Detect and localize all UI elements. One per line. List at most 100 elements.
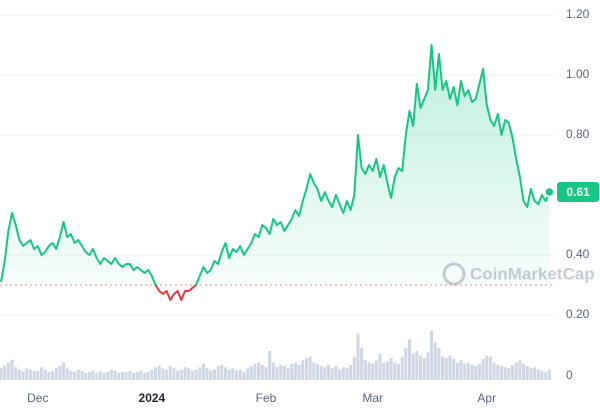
volume-bar bbox=[10, 359, 14, 380]
volume-bar bbox=[433, 342, 437, 380]
volume-bar bbox=[131, 373, 135, 380]
volume-bar bbox=[135, 371, 139, 380]
area-fill bbox=[1, 45, 550, 285]
volume-bar bbox=[246, 368, 250, 380]
volume-bar bbox=[106, 371, 110, 380]
volume-bar bbox=[168, 366, 172, 380]
volume-bar bbox=[220, 364, 224, 380]
y-tick-label: 0.80 bbox=[566, 127, 590, 141]
price-tag-label: 0.61 bbox=[566, 185, 590, 199]
volume-bar bbox=[496, 364, 500, 380]
volume-bar bbox=[404, 348, 408, 380]
volume-bar bbox=[198, 367, 202, 380]
volume-bar bbox=[205, 368, 209, 380]
volume-bar bbox=[257, 362, 261, 380]
volume-bar bbox=[279, 364, 283, 380]
volume-bar bbox=[161, 368, 165, 380]
volume-bar bbox=[400, 356, 404, 380]
volume-bar bbox=[419, 355, 423, 380]
volume-bar bbox=[21, 371, 25, 380]
volume-bar bbox=[47, 371, 51, 380]
volume-bar bbox=[194, 369, 198, 380]
volume-bar bbox=[290, 363, 294, 380]
volume-bar bbox=[547, 369, 551, 380]
volume-bar bbox=[511, 364, 515, 380]
volume-bar bbox=[323, 367, 327, 380]
y2-tick-label: 0 bbox=[566, 368, 573, 382]
volume-bar bbox=[518, 360, 522, 380]
volume-bar bbox=[319, 366, 323, 380]
price-line-up bbox=[0, 44, 551, 285]
volume-bar bbox=[452, 359, 456, 380]
volume-bar bbox=[444, 357, 448, 380]
volume-bar bbox=[544, 371, 548, 380]
x-tick-label: Dec bbox=[27, 391, 48, 405]
volume-bar bbox=[268, 351, 272, 380]
volume-bar bbox=[139, 370, 143, 380]
volume-bar bbox=[84, 373, 88, 380]
volume-bar bbox=[360, 348, 364, 380]
volume-bar bbox=[91, 370, 95, 380]
volume-bar bbox=[54, 368, 58, 380]
volume-bar bbox=[120, 371, 124, 380]
volume-bar bbox=[525, 366, 529, 380]
volume-bar bbox=[0, 368, 3, 380]
volume-bar bbox=[463, 363, 467, 380]
y-tick-label: 1.20 bbox=[566, 7, 590, 21]
volume-bar bbox=[113, 370, 117, 380]
volume-bar bbox=[374, 360, 378, 380]
volume-bar bbox=[146, 371, 150, 380]
volume-bar bbox=[58, 366, 62, 380]
volume-bar bbox=[187, 368, 191, 380]
volume-bar bbox=[352, 356, 356, 380]
volume-bar bbox=[109, 369, 113, 380]
volume-bar bbox=[522, 363, 526, 380]
volume-bar bbox=[301, 360, 305, 380]
volume-bar bbox=[271, 362, 275, 380]
volume-bar bbox=[260, 364, 264, 380]
volume-bar bbox=[499, 366, 503, 380]
volume-bar bbox=[98, 371, 102, 380]
volume-bar bbox=[286, 368, 290, 380]
volume-bar bbox=[17, 369, 21, 380]
volume-bar bbox=[492, 362, 496, 380]
volume-bar bbox=[6, 362, 10, 380]
volume-bar bbox=[264, 367, 268, 380]
volume-bar bbox=[201, 363, 205, 380]
volume-bar bbox=[334, 366, 338, 380]
volume-bar bbox=[190, 370, 194, 380]
volume-bar bbox=[315, 363, 319, 380]
volume-bar bbox=[441, 356, 445, 380]
x-tick-label: Mar bbox=[362, 391, 383, 405]
volume-bar bbox=[73, 371, 77, 380]
volume-bar bbox=[157, 365, 161, 380]
volume-bar bbox=[488, 356, 492, 380]
x-tick-label: Feb bbox=[256, 391, 277, 405]
volume-bar bbox=[312, 362, 316, 380]
volume-bar bbox=[87, 371, 91, 380]
volume-bar bbox=[407, 339, 411, 380]
volume-bar bbox=[238, 369, 242, 380]
volume-bar bbox=[426, 352, 430, 380]
x-tick-label: Apr bbox=[477, 391, 496, 405]
volume-bar bbox=[345, 368, 349, 380]
volume-bar bbox=[275, 367, 279, 380]
volume-bar bbox=[507, 368, 511, 380]
volume-bar bbox=[39, 367, 43, 380]
volume-bar bbox=[338, 369, 342, 380]
volume-bar bbox=[297, 364, 301, 380]
volume-bar bbox=[183, 367, 187, 380]
volume-bar bbox=[367, 362, 371, 380]
volume-bar bbox=[128, 371, 132, 380]
volume-bar bbox=[179, 369, 183, 380]
volume-bar bbox=[36, 371, 40, 380]
volume-bar bbox=[470, 364, 474, 380]
volume-bar bbox=[536, 369, 540, 380]
volume-bar bbox=[411, 353, 415, 380]
volume-bar bbox=[124, 372, 128, 380]
volume-bar bbox=[455, 362, 459, 380]
volume-bar bbox=[95, 372, 99, 380]
volume-bar bbox=[51, 370, 55, 380]
volume-bar bbox=[529, 368, 533, 380]
